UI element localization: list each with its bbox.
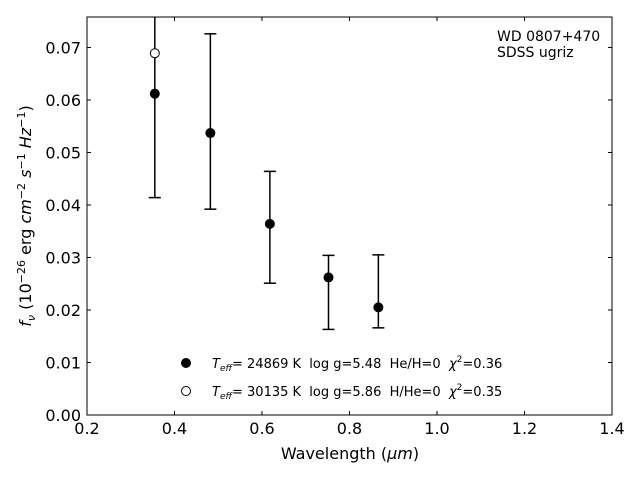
data-point-open — [149, 48, 160, 59]
annotation-line-2: SDSS ugriz — [497, 45, 574, 61]
y-tick-label: 0.04 — [45, 196, 81, 215]
error-bars — [148, 17, 385, 331]
x-tick-label: 1.0 — [424, 419, 449, 438]
y-tick-label: 0.07 — [45, 38, 81, 57]
x-tick-label: 1.4 — [599, 419, 624, 438]
annotation-line-1: WD 0807+470 — [497, 29, 600, 45]
legend-label-1: Teff= 24869 K log g=5.48 He/H=0 χ2=0.36 — [212, 355, 502, 374]
x-tick-label: 0.2 — [74, 419, 99, 438]
y-tick-label: 0.03 — [45, 248, 81, 267]
y-axis: 0.00 0.01 0.02 0.03 0.04 0.05 0.06 0.07 — [45, 38, 612, 425]
legend: Teff= 24869 K log g=5.48 He/H=0 χ2=0.36 … — [181, 355, 502, 402]
y-tick-label: 0.06 — [45, 91, 81, 110]
x-axis-label: Wavelength (μm) — [281, 444, 419, 463]
y-tick-label: 0.01 — [45, 353, 81, 372]
data-point-filled — [149, 88, 160, 99]
y-axis-label: fν (10−26 erg cm−2 s−1 Hz−1) — [15, 105, 38, 326]
x-tick-label: 0.4 — [162, 419, 187, 438]
legend-marker-filled — [181, 358, 191, 368]
x-axis: 0.2 0.4 0.6 0.8 1.0 1.2 1.4 — [74, 17, 625, 438]
x-tick-label: 0.6 — [249, 419, 274, 438]
x-tick-label: 1.2 — [512, 419, 537, 438]
data-point-filled — [323, 272, 334, 283]
data-point-filled — [264, 218, 275, 229]
data-point-filled — [205, 128, 216, 139]
data-points — [149, 48, 384, 313]
plot-frame — [86, 16, 613, 416]
data-point-filled — [373, 302, 384, 313]
x-tick-label: 0.8 — [337, 419, 362, 438]
legend-marker-open — [181, 386, 191, 396]
y-tick-label: 0.02 — [45, 301, 81, 320]
y-tick-label: 0.05 — [45, 143, 81, 162]
legend-label-2: Teff= 30135 K log g=5.86 H/He=0 χ2=0.35 — [212, 383, 502, 402]
y-tick-label: 0.00 — [45, 406, 81, 425]
